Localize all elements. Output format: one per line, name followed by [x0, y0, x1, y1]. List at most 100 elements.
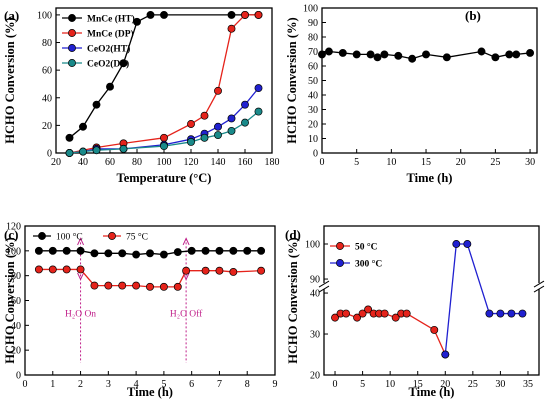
legend-marker: [108, 232, 116, 240]
data-point: [463, 240, 472, 248]
legend-label: MnCe (DP): [87, 29, 134, 40]
annotation-arrow: [182, 237, 190, 246]
legend-marker: [68, 44, 76, 52]
data-point: [65, 149, 74, 157]
data-point: [241, 100, 249, 109]
x-tick-label: 2: [78, 379, 83, 390]
data-point: [200, 111, 209, 120]
data-point: [201, 246, 210, 255]
data-point: [254, 107, 263, 116]
data-point: [324, 47, 333, 56]
data-point: [227, 114, 236, 123]
x-tick-label: 5: [161, 379, 166, 390]
plot-frame: [321, 7, 538, 154]
data-point: [214, 86, 222, 95]
data-point: [496, 309, 505, 318]
data-point: [441, 350, 450, 359]
y-tick-label: 80: [308, 33, 318, 44]
data-point: [452, 240, 461, 248]
data-point: [173, 248, 182, 257]
legend-label: CeO2(DP): [87, 59, 129, 70]
x-tick-label: 0: [23, 379, 28, 390]
data-point: [90, 281, 99, 290]
data-point: [227, 126, 236, 135]
y-tick-label: 0: [47, 149, 52, 160]
data-point: [104, 249, 113, 258]
data-point: [229, 267, 238, 276]
y-tick-label: 20: [42, 121, 52, 132]
y-tick-label: 70: [308, 47, 318, 58]
data-point: [430, 325, 439, 334]
panel-label: (d): [285, 227, 301, 242]
data-point: [159, 250, 168, 259]
annotation-arrow: [77, 272, 85, 281]
data-point: [106, 82, 114, 91]
data-point: [90, 249, 99, 258]
legend-label: 100 °C: [56, 232, 83, 243]
y-tick-label: 60: [42, 66, 52, 77]
legend-marker: [38, 232, 46, 240]
data-point: [146, 282, 154, 291]
data-point: [132, 281, 141, 290]
x-tick-label: 7: [217, 379, 222, 390]
data-point: [160, 142, 168, 151]
data-point: [215, 246, 224, 255]
data-point: [227, 10, 236, 19]
data-point: [182, 266, 191, 275]
legend-marker: [68, 29, 76, 37]
x-tick-label: 5: [354, 157, 359, 168]
data-point: [214, 131, 222, 139]
x-tick-label: 5: [360, 379, 365, 390]
x-tick-label: 0: [333, 379, 338, 390]
series-line: [444, 243, 523, 355]
axis-break-gap: [536, 283, 542, 290]
x-tick-label: 0: [320, 157, 325, 168]
data-point: [76, 246, 85, 255]
axis-break-gap: [321, 283, 327, 290]
annotation-label: H₂O Off: [170, 309, 203, 320]
data-point: [512, 50, 521, 59]
data-point: [173, 282, 182, 291]
x-tick-label: 1: [50, 379, 55, 390]
x-tick-label: 140: [211, 157, 226, 168]
axis-break-mark: [533, 285, 545, 293]
panel-d: 0 5 10 15 20 25 30 35 20 30 40 90 100 Time (h) HCHO Co…: [285, 225, 545, 399]
data-point: [254, 10, 263, 19]
panel-label: (b): [465, 8, 481, 23]
data-point: [79, 147, 87, 156]
data-point: [338, 49, 347, 57]
panel-label: (c): [4, 227, 18, 242]
data-point: [391, 313, 400, 322]
y-tick-label: 20: [308, 120, 318, 131]
axis-break-mark: [533, 280, 545, 288]
x-tick-label: 40: [78, 157, 88, 168]
data-point: [79, 122, 87, 131]
data-point: [119, 144, 128, 153]
data-point: [442, 53, 451, 62]
legend-label: CeO2(HT): [87, 44, 130, 55]
x-tick-label: 15: [413, 379, 423, 390]
x-tick-label: 160: [238, 157, 253, 168]
data-point: [133, 17, 141, 26]
x-tick-label: 20: [440, 379, 450, 390]
data-point: [477, 47, 486, 56]
x-tick-label: 30: [495, 379, 505, 390]
y-tick-label: 0: [16, 371, 21, 382]
y-axis-title: HCHO Conversion (%): [285, 17, 299, 143]
data-point: [65, 133, 74, 142]
y-tick-label: 30: [310, 330, 320, 341]
data-point: [352, 50, 361, 59]
legend-marker: [68, 59, 76, 67]
data-point: [34, 246, 43, 255]
x-tick-label: 100: [157, 157, 172, 168]
axis-break-mark: [318, 280, 330, 288]
y-tick-label: 100: [37, 10, 52, 21]
series-line: [38, 268, 262, 288]
y-tick-label: 40: [310, 289, 320, 300]
data-point: [342, 309, 351, 318]
x-tick-label: 4: [134, 379, 139, 390]
series-line: [321, 50, 531, 60]
x-tick-label: 3: [106, 379, 111, 390]
x-tick-label: 9: [273, 379, 278, 390]
data-point: [146, 10, 155, 19]
